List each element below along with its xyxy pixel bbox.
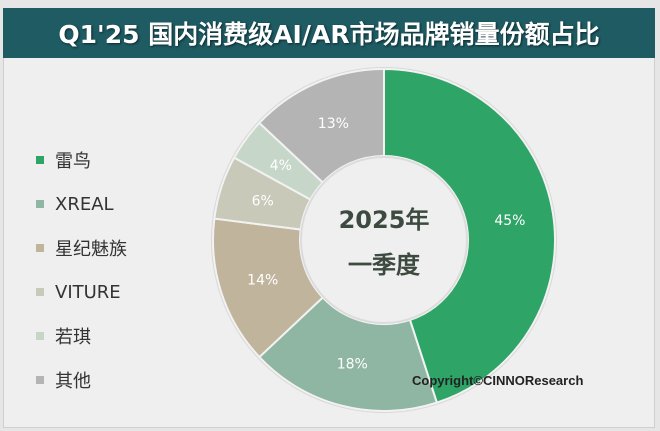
data-label: 6%: [252, 194, 274, 210]
center-label: 2025年: [339, 206, 430, 234]
legend-swatch: [36, 244, 44, 252]
data-label: 4%: [270, 158, 292, 174]
legend-swatch: [36, 288, 44, 296]
chart-title: Q1'25 国内消费级AI/AR市场品牌销量份额占比: [58, 20, 600, 49]
data-label: 13%: [318, 116, 349, 132]
legend-label: 其他: [55, 371, 91, 392]
legend-item: 若琪: [36, 314, 127, 358]
legend-item: 雷鸟: [36, 138, 127, 182]
legend-swatch: [36, 332, 44, 340]
legend-label: VITURE: [55, 281, 121, 303]
legend-label: 星纪魅族: [55, 239, 127, 260]
center-label: 一季度: [348, 251, 421, 279]
legend-item: 其他: [36, 358, 127, 402]
legend-item: VITURE: [36, 270, 127, 314]
legend-swatch: [36, 376, 44, 384]
legend-swatch: [36, 200, 44, 208]
legend-label: 若琪: [55, 327, 91, 348]
data-label: 14%: [247, 272, 278, 288]
data-label: 45%: [494, 213, 525, 229]
legend-item: 星纪魅族: [36, 226, 127, 270]
legend-swatch: [36, 156, 44, 164]
legend: 雷鸟 XREAL 星纪魅族 VITURE 若琪其他: [36, 138, 127, 402]
title-bar: Q1'25 国内消费级AI/AR市场品牌销量份额占比: [3, 8, 655, 58]
legend-label: 雷鸟: [55, 151, 91, 172]
data-label: 18%: [337, 356, 368, 372]
copyright-text: Copyright©CINNOResearch: [412, 373, 584, 388]
legend-item: XREAL: [36, 182, 127, 226]
legend-label: XREAL: [55, 193, 114, 215]
donut-hole: [300, 156, 468, 324]
